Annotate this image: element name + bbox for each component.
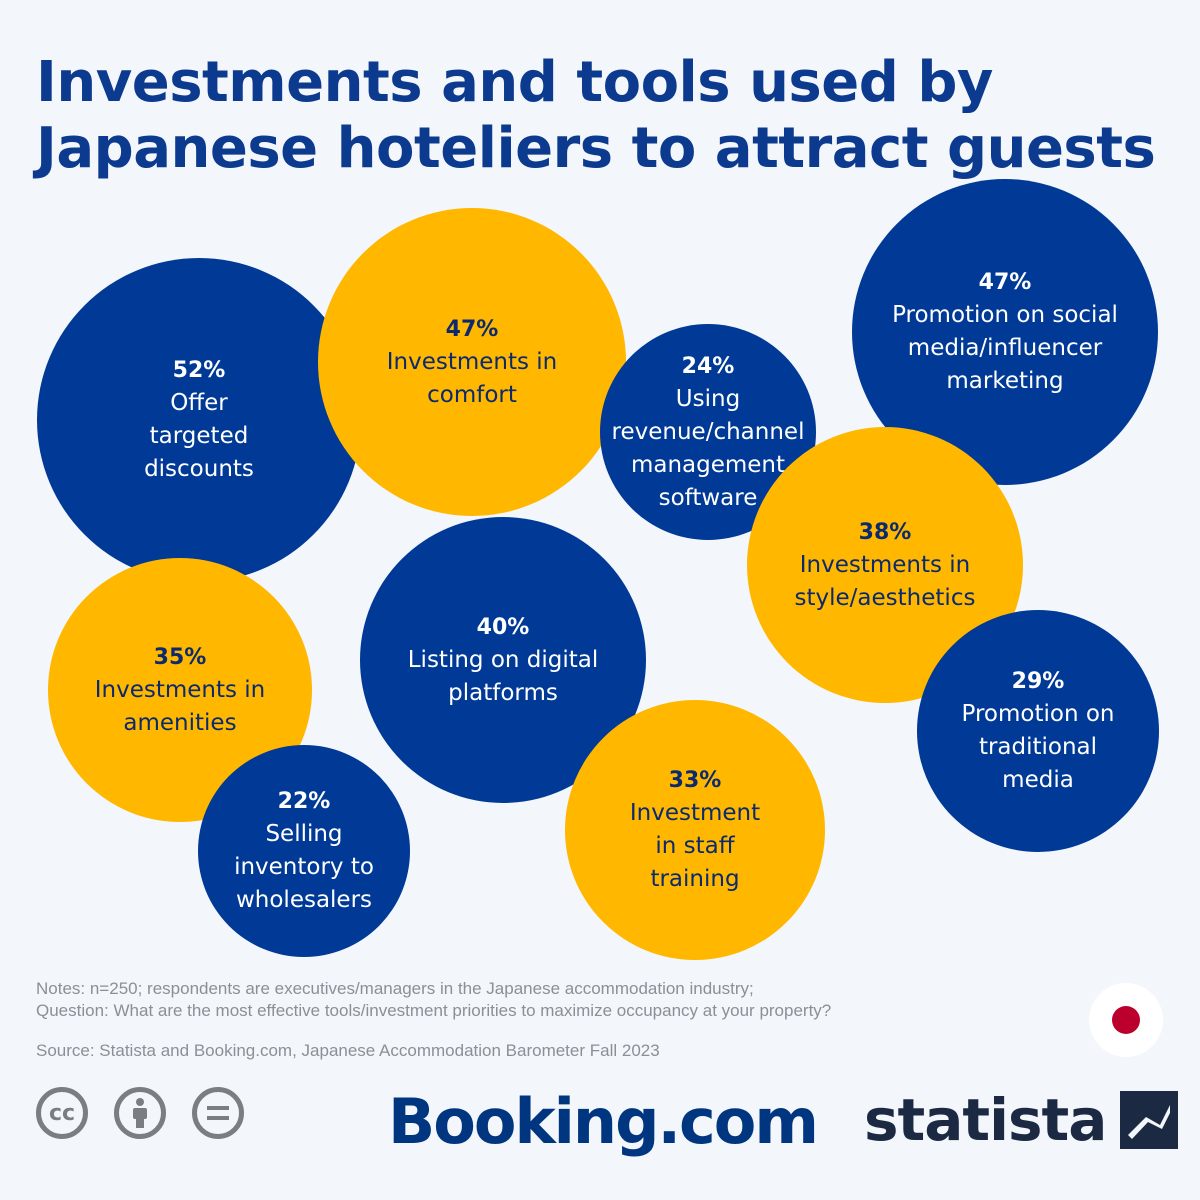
chart-source: Source: Statista and Booking.com, Japane…	[36, 1041, 660, 1060]
no-derivatives-icon[interactable]	[192, 1087, 244, 1139]
bubble-label: Using revenue/channel management softwar…	[611, 385, 805, 511]
notes-line-1: Notes: n=250; respondents are executives…	[36, 979, 754, 998]
bubble-value: 24%	[681, 353, 735, 379]
bubble-label: Offer targeted discounts	[144, 390, 254, 482]
statista-logo[interactable]: statista	[864, 1085, 1179, 1155]
statista-wordmark: statista	[864, 1086, 1107, 1154]
bubble-label: Listing on digital platforms	[407, 646, 599, 706]
japan-flag-icon	[1089, 983, 1163, 1057]
chart-title: Investments and tools used by Japanese h…	[36, 50, 1156, 181]
bubble: 33% Investment in staff training	[565, 700, 825, 960]
bubble-value: 22%	[277, 789, 331, 814]
bubble: 22% Selling inventory to wholesalers	[198, 745, 410, 957]
bubble-value: 35%	[153, 644, 207, 670]
notes-line-2: Question: What are the most effective to…	[36, 1001, 832, 1020]
cc-icon[interactable]: cc	[36, 1087, 88, 1139]
chart-notes: Notes: n=250; respondents are executives…	[36, 978, 1076, 1022]
bubble-value: 33%	[668, 768, 722, 793]
bubble: 35% Investments in amenities	[48, 558, 312, 822]
license-icons: cc	[36, 1087, 244, 1139]
bubble-value: 47%	[978, 270, 1032, 295]
bubble-label: Investments in style/aesthetics	[794, 551, 976, 611]
bubble-chart: 52% Offer targeted discounts 47% Investment…	[37, 179, 1159, 960]
bubble-label: Selling inventory to wholesalers	[234, 821, 374, 913]
bubble-label: Promotion on traditional media	[961, 701, 1115, 793]
bubble: 52% Offer targeted discounts	[37, 258, 361, 582]
bubble-value: 40%	[476, 614, 530, 640]
attribution-icon[interactable]	[114, 1087, 166, 1139]
bubble-value: 29%	[1011, 669, 1065, 694]
bubble: 29% Promotion on traditional media	[917, 610, 1159, 852]
bubble-label: Promotion on social media/influencer mar…	[892, 302, 1118, 394]
equals-glyph	[207, 1106, 229, 1120]
booking-logo[interactable]: Booking.com	[388, 1085, 819, 1158]
bubble: 47% Investments in comfort	[318, 208, 626, 516]
bubble-label: Investments in amenities	[94, 676, 266, 736]
bubble-label: Investment in staff training	[629, 800, 761, 892]
person-glyph	[133, 1098, 147, 1128]
statista-mark-icon	[1120, 1091, 1179, 1149]
bubble-label: Investments in comfort	[386, 348, 558, 408]
flag-red-disc	[1112, 1006, 1140, 1034]
bubble-value: 38%	[858, 519, 912, 545]
bubble-value: 52%	[172, 358, 226, 383]
bubble-value: 47%	[445, 316, 499, 342]
